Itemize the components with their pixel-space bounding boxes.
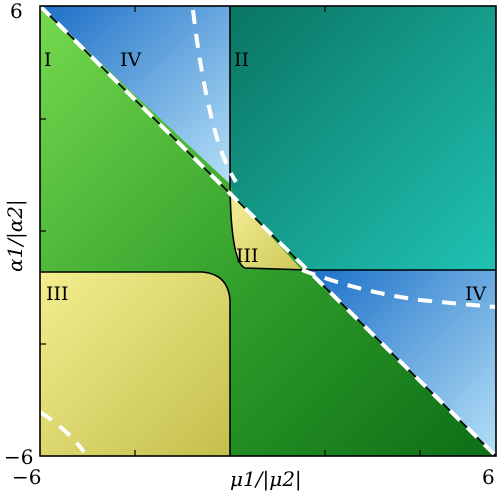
region-label-II: II: [234, 49, 249, 71]
region-label-III-large: III: [46, 283, 69, 305]
region-IV-top-area: [40, 6, 230, 184]
y-axis-label: α1/|α2|: [3, 199, 28, 272]
tick-marks: [40, 6, 421, 456]
x-axis-label: μ1/|μ2|: [230, 467, 302, 492]
region-III-large-area: [40, 272, 230, 456]
region-label-IV-right: IV: [465, 283, 487, 305]
diagonal-dashed-curve: [40, 6, 496, 456]
y-tick-top: 6: [10, 0, 23, 23]
right-dashed-curve: [301, 268, 496, 309]
x-tick-right: 6: [482, 465, 495, 489]
lower-left-dashed-curve: [40, 410, 86, 454]
x-tick-left: −6: [12, 465, 41, 489]
boundary-lower-left: [40, 271, 231, 456]
region-label-IV-top: IV: [120, 49, 142, 71]
y-tick-bottom: −6: [4, 445, 33, 469]
upper-dashed-curve: [191, 9, 238, 184]
region-label-I: I: [44, 49, 52, 71]
region-label-III-small: III: [236, 245, 259, 267]
region-II-area: [230, 6, 496, 270]
